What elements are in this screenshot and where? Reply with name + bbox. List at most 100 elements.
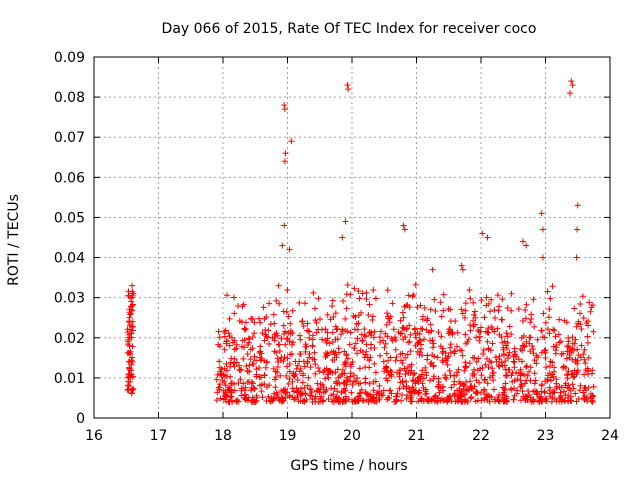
data-point	[302, 348, 309, 355]
data-point	[538, 349, 545, 356]
data-point	[279, 242, 286, 249]
data-point	[558, 384, 565, 391]
data-point	[514, 387, 521, 394]
data-point	[249, 380, 256, 387]
data-point	[504, 345, 511, 352]
data-point	[125, 349, 132, 356]
data-point	[558, 351, 565, 358]
data-point	[280, 388, 287, 395]
data-point	[571, 373, 578, 380]
data-point	[125, 371, 132, 378]
data-point	[363, 289, 370, 296]
data-point	[273, 394, 280, 401]
data-point	[383, 350, 390, 357]
data-point	[274, 369, 281, 376]
data-point	[341, 385, 348, 392]
data-point	[249, 334, 256, 341]
data-point	[515, 370, 522, 377]
data-point	[435, 329, 442, 336]
data-point	[266, 382, 273, 389]
data-point	[458, 262, 465, 269]
data-point	[354, 335, 361, 342]
data-point	[354, 326, 361, 333]
data-point	[417, 396, 424, 403]
data-point	[530, 296, 537, 303]
data-point	[462, 300, 469, 307]
data-point	[356, 390, 363, 397]
data-point	[407, 348, 414, 355]
data-point	[339, 398, 346, 405]
data-point	[523, 338, 530, 345]
data-point	[535, 354, 542, 361]
data-point	[282, 389, 289, 396]
data-point	[430, 395, 437, 402]
data-point	[286, 376, 293, 383]
data-point	[258, 388, 265, 395]
data-point	[369, 313, 376, 320]
data-point	[508, 331, 515, 338]
data-point	[355, 398, 362, 405]
data-point	[587, 390, 594, 397]
data-point	[225, 387, 232, 394]
data-point	[569, 381, 576, 388]
data-point	[590, 383, 597, 390]
data-point	[231, 387, 238, 394]
chart-title: Day 066 of 2015, Rate Of TEC Index for r…	[162, 21, 537, 37]
data-point	[406, 338, 413, 345]
data-point	[304, 320, 311, 327]
data-point	[407, 394, 414, 401]
data-point	[523, 242, 530, 249]
data-point	[309, 332, 316, 339]
data-point	[312, 393, 319, 400]
data-point	[379, 392, 386, 399]
data-point	[402, 354, 409, 361]
data-point	[216, 358, 223, 365]
data-point	[292, 371, 299, 378]
data-point	[519, 358, 526, 365]
data-point	[213, 397, 220, 404]
data-point	[231, 310, 238, 317]
data-point	[294, 362, 301, 369]
data-point	[476, 337, 483, 344]
data-point	[373, 398, 380, 405]
data-point	[249, 361, 256, 368]
data-point	[324, 329, 331, 336]
data-point	[399, 309, 406, 316]
data-point	[556, 398, 563, 405]
data-point	[129, 302, 136, 309]
data-point	[546, 370, 553, 377]
data-point	[343, 374, 350, 381]
data-point	[364, 354, 371, 361]
x-tick-label: 18	[214, 428, 232, 444]
data-point	[508, 290, 515, 297]
data-point	[290, 388, 297, 395]
data-point	[400, 314, 407, 321]
data-point	[404, 351, 411, 358]
grid-lines	[94, 57, 610, 418]
data-point	[253, 392, 260, 399]
data-point	[359, 397, 366, 404]
data-point	[265, 327, 272, 334]
data-point	[506, 323, 513, 330]
data-point	[351, 285, 358, 292]
data-point	[517, 377, 524, 384]
data-point	[329, 329, 336, 336]
data-point	[524, 372, 531, 379]
data-point	[328, 392, 335, 399]
data-point	[386, 319, 393, 326]
data-point	[416, 387, 423, 394]
data-point	[376, 334, 383, 341]
data-point	[391, 398, 398, 405]
data-point	[288, 138, 295, 145]
data-point	[534, 336, 541, 343]
data-point	[569, 345, 576, 352]
data-point	[326, 367, 333, 374]
data-point	[383, 367, 390, 374]
data-point	[459, 352, 466, 359]
data-point	[299, 379, 306, 386]
y-tick-label: 0.09	[54, 50, 85, 66]
data-point	[129, 282, 136, 289]
data-point	[387, 354, 394, 361]
data-point	[351, 398, 358, 405]
data-point	[502, 380, 509, 387]
